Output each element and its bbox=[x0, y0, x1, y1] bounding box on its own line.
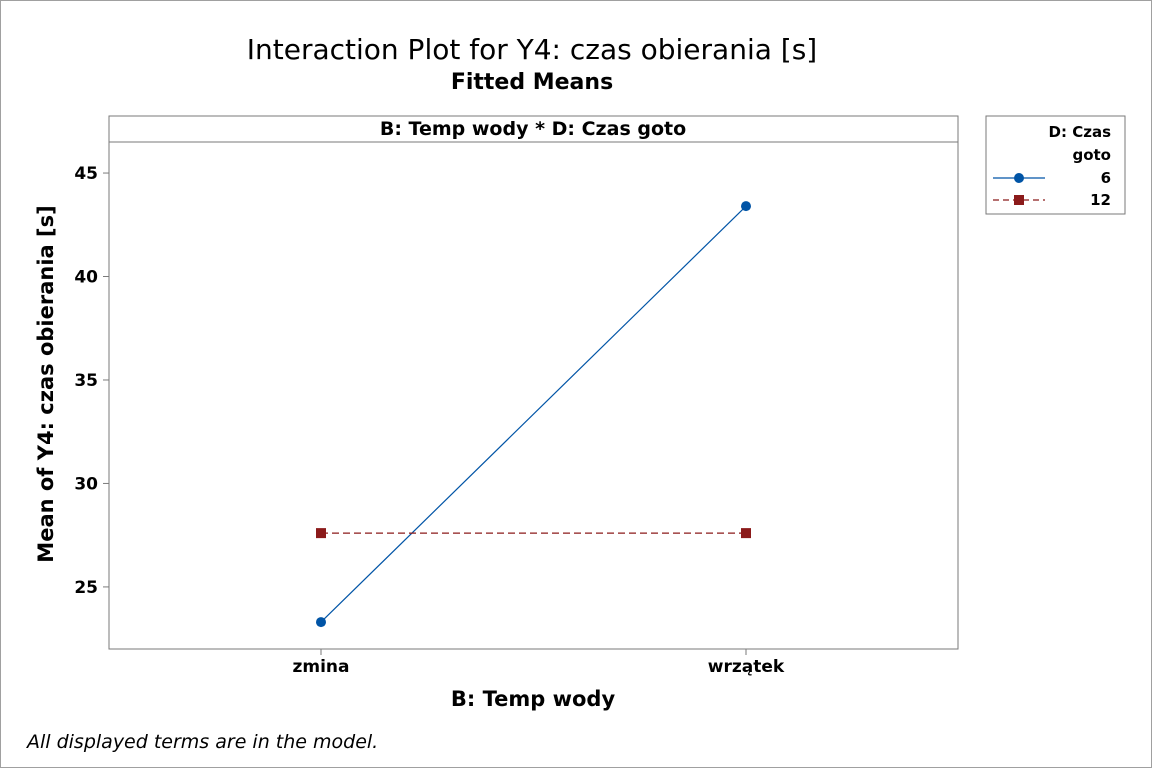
legend: D: Czas goto 612 bbox=[985, 115, 1126, 215]
series-6-line bbox=[320, 205, 747, 623]
y-axis: 25 30 35 40 45 bbox=[74, 164, 109, 598]
legend-12-label: 12 bbox=[1090, 191, 1111, 209]
legend-entries: 612 bbox=[993, 169, 1111, 209]
y-tick-label: 30 bbox=[74, 474, 98, 494]
y-tick-label: 35 bbox=[74, 371, 98, 391]
chart-title: Interaction Plot for Y4: czas obierania … bbox=[247, 33, 817, 66]
x-tick-label: wrzątek bbox=[708, 657, 785, 677]
series-6-point bbox=[1014, 173, 1024, 183]
x-tick-label: zmina bbox=[292, 657, 349, 677]
footnote: All displayed terms are in the model. bbox=[25, 731, 378, 753]
plot-area bbox=[108, 115, 959, 650]
series-6-point bbox=[741, 201, 751, 212]
series-12-point bbox=[316, 528, 326, 539]
chart-subtitle: Fitted Means bbox=[451, 70, 613, 95]
legend-box bbox=[985, 115, 1126, 215]
legend-title-line1: D: Czas bbox=[1049, 123, 1112, 141]
panel-label: B: Temp wody * D: Czas goto bbox=[380, 118, 686, 140]
x-axis-title: B: Temp wody bbox=[451, 687, 616, 711]
legend-6-label: 6 bbox=[1101, 169, 1111, 187]
y-tick-label: 25 bbox=[74, 578, 98, 598]
series-6-point bbox=[316, 617, 326, 628]
y-tick-label: 45 bbox=[74, 164, 98, 184]
y-axis-title: Mean of Y4: czas obierania [s] bbox=[34, 205, 58, 562]
legend-title-line2: goto bbox=[1072, 146, 1111, 164]
series-layer bbox=[316, 201, 751, 628]
series-12-point bbox=[741, 528, 751, 539]
y-tick-label: 40 bbox=[74, 268, 98, 288]
x-axis: zmina wrzątek bbox=[292, 649, 785, 677]
series-12-point bbox=[1014, 195, 1024, 205]
